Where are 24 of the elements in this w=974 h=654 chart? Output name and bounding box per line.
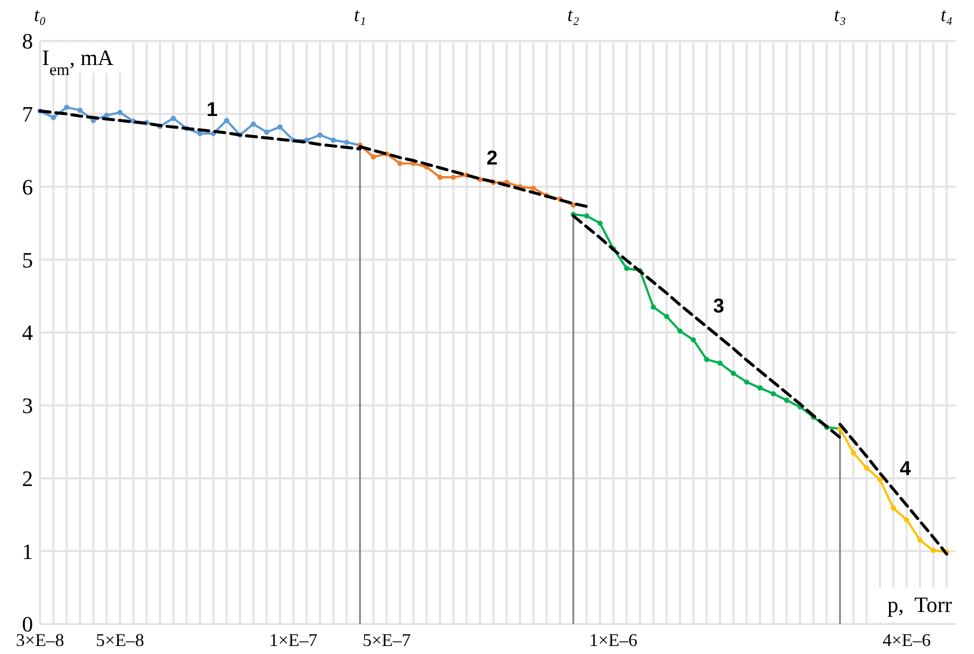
annotation: 1	[206, 98, 218, 121]
x-axis-title: p, Torr	[887, 592, 953, 617]
y-tick-label: 8	[22, 28, 33, 54]
x-tick-label: 1×E–6	[589, 630, 638, 650]
annotation: 2	[486, 148, 498, 170]
text: t₀	[34, 5, 46, 26]
annotation: 4	[900, 458, 912, 480]
y-tick-label: 1	[22, 538, 33, 564]
y-tick-label: 5	[22, 247, 33, 272]
text: t₃	[834, 5, 846, 26]
text: t₁	[354, 5, 366, 26]
y-tick-label: 3	[22, 393, 33, 418]
y-tick-label: 4	[22, 320, 33, 346]
x-tick-label: 1×E–7	[269, 630, 318, 650]
annotation: 3	[713, 296, 724, 318]
text: t₄	[940, 5, 953, 26]
y-tick-label: 7	[22, 102, 33, 127]
x-tick-label: 5×E–7	[362, 630, 411, 650]
y-tick-label: 2	[22, 466, 33, 491]
y-tick-label: 6	[22, 174, 33, 200]
x-tick-label: 4×E–6	[882, 630, 931, 650]
text: t₂	[567, 5, 580, 26]
y-axis-title: I$_{em}$, mA	[42, 45, 114, 78]
x-tick-label: 5×E–8	[96, 630, 144, 650]
